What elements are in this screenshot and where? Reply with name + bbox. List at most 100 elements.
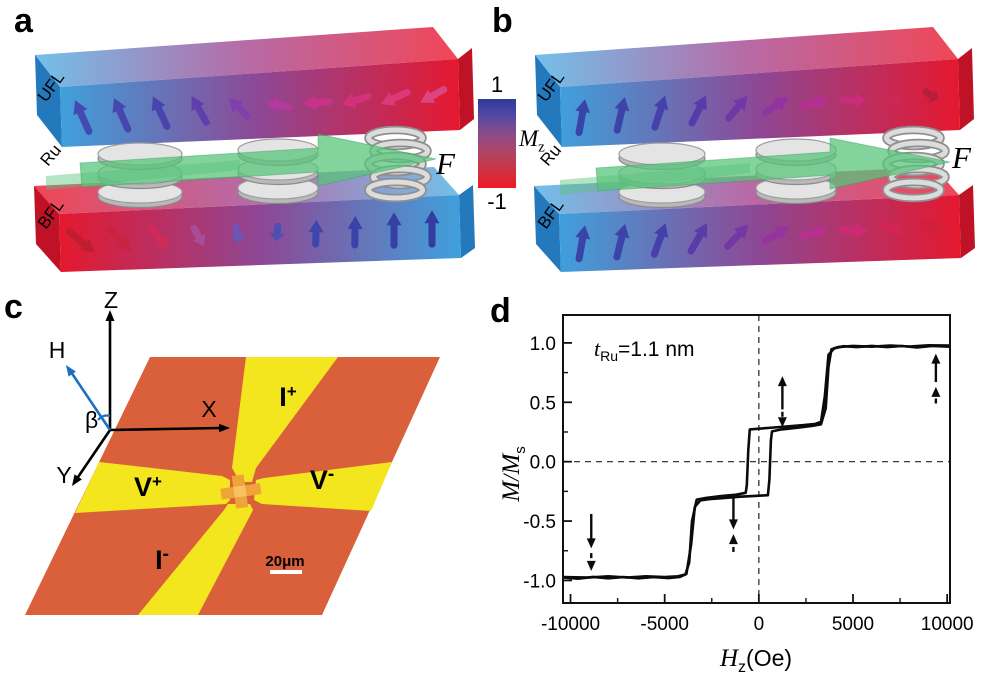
ufl-top-face [35, 27, 458, 87]
spin-arrow-head [341, 93, 357, 108]
spin-arrow [799, 228, 820, 239]
panel-a-label: a [14, 2, 33, 40]
spin-arrow [575, 234, 587, 263]
y-axis-arrowhead [72, 474, 82, 486]
force-arrow [46, 133, 437, 190]
spin-arrow [687, 230, 704, 255]
moment-arrow-head [586, 560, 596, 571]
h-field-axis [69, 371, 112, 431]
moment-arrow-head [931, 353, 941, 364]
panel-c-label: c [4, 288, 23, 326]
ufl-front-face [560, 59, 960, 147]
ufl-right-face [458, 48, 474, 130]
device-substrate [25, 357, 440, 615]
ufl-front-face [60, 59, 460, 147]
spin-arrow-head [230, 233, 246, 244]
spin-arrow-head [855, 92, 867, 108]
spin-arrow-head [927, 221, 942, 234]
spin-arrow [76, 108, 93, 135]
spin-arrow [155, 104, 171, 130]
y-tick-label: -0.5 [523, 512, 556, 533]
spin-arrow-head [814, 224, 830, 240]
spin-arrow [613, 106, 626, 134]
hysteresis-curve-descending-branch [562, 344, 951, 579]
spin-arrow [725, 102, 743, 122]
moment-arrow-head [586, 538, 596, 549]
x-tick-label: -10000 [541, 614, 600, 635]
electrode-v-plus [75, 462, 230, 513]
spin-arrow-head [891, 221, 906, 236]
spin-arrow-head [733, 224, 749, 240]
y-tick-label: -1.0 [523, 571, 556, 592]
panel-a-illustration: UFL Ru BFL F [34, 27, 475, 272]
spin-arrow-head [813, 95, 829, 110]
y-tick-label: 0.0 [530, 453, 556, 474]
spin-arrow [428, 86, 448, 100]
z-axis-arrowhead [105, 310, 115, 321]
spin-arrow [761, 229, 782, 245]
ufl-top-face [535, 27, 958, 87]
spin-arrow-head [151, 96, 166, 112]
spin-arrow-head [265, 97, 279, 113]
panel-c-device: I+ V+ V- I- 20μm Z X Y H β [25, 290, 440, 615]
spin-arrow-head [614, 223, 630, 239]
x-axis-label: Hz(Oe) [719, 645, 792, 676]
chart-frame [562, 314, 951, 604]
spin-arrow [312, 98, 333, 107]
moment-arrow-head [931, 386, 941, 397]
spin-arrow-head [228, 97, 244, 113]
panel-d-label: d [490, 292, 511, 330]
bfl-left-face [34, 186, 61, 272]
moment-arrow-head [777, 376, 787, 387]
y-axis [74, 429, 112, 481]
spin-arrow-head [614, 97, 630, 112]
moment-arrow-head [728, 534, 738, 545]
spin-arrow-head [79, 238, 95, 253]
spin-arrow [575, 108, 587, 137]
spin-arrow [922, 88, 936, 100]
spin-arrow [190, 224, 203, 241]
spin-arrow-head [386, 212, 402, 226]
x-tick-label: 0 [754, 614, 765, 635]
spin-arrow-head [117, 236, 132, 251]
spin-arrow-head [693, 95, 707, 111]
ufl-left-face [35, 55, 62, 147]
y-axis-label: Y [56, 462, 71, 488]
spin-arrow-head [269, 232, 285, 242]
x-tick-label: -5000 [640, 614, 689, 635]
bfl-right-face [959, 185, 975, 258]
spin-arrow-head [424, 210, 440, 224]
spin-arrow [881, 91, 898, 102]
spin-arrow [724, 230, 743, 250]
y-tick-label: 1.0 [530, 334, 556, 355]
spin-arrow-head [380, 91, 396, 106]
ufl-spin-arrows [73, 86, 448, 135]
electrode-i-plus [232, 357, 338, 482]
mz-colorbar-label: Mz [519, 126, 545, 157]
spin-arrow-head [575, 99, 591, 114]
mz-var: M [519, 126, 539, 151]
spin-arrow [650, 231, 665, 258]
moment-arrow-head [777, 417, 787, 428]
force-label: F [435, 146, 456, 181]
spin-arrow-head [191, 96, 205, 112]
spin-arrow-head [575, 225, 591, 240]
i-plus-label: I+ [279, 382, 297, 412]
spin-arrow-head [308, 220, 324, 233]
coil-ring-highlight [366, 179, 425, 201]
mz-colorbar [478, 99, 516, 188]
ufl-spin-arrows [575, 88, 939, 137]
coil-ring-highlight [884, 179, 943, 201]
spin-arrow [389, 88, 411, 103]
spin-arrow [106, 226, 126, 246]
spin-arrow-head [773, 226, 790, 240]
bfl-right-face [459, 185, 475, 258]
bfl-front-face [559, 195, 961, 272]
scale-bar-line [270, 570, 302, 574]
spin-arrow-head [773, 97, 789, 111]
spin-arrow [651, 104, 665, 131]
beta-angle-arc [97, 414, 111, 421]
beta-angle-label: β [85, 407, 98, 433]
scale-bar-label: 20μm [265, 553, 304, 570]
